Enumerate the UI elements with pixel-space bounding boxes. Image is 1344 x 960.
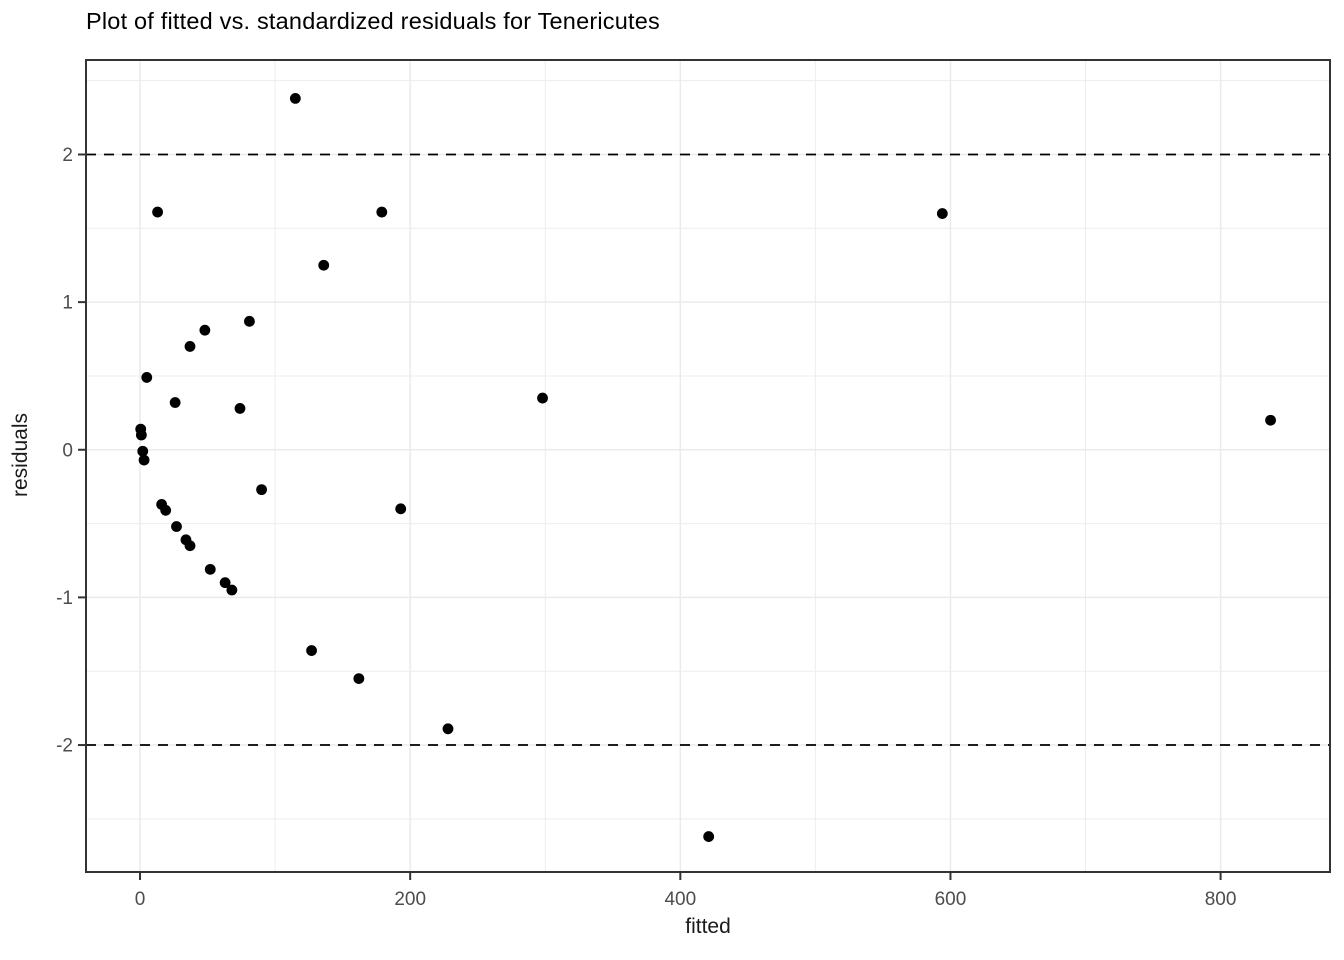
x-axis-tick-label: 400 — [664, 889, 696, 910]
data-point — [537, 392, 548, 404]
data-point — [376, 206, 388, 218]
y-axis-tick-label: -1 — [56, 588, 73, 609]
data-point — [160, 504, 172, 516]
x-axis-tick-label: 800 — [1205, 889, 1237, 910]
chart-title: Plot of fitted vs. standardized residual… — [86, 8, 660, 34]
panel-border — [85, 59, 1331, 873]
data-point — [244, 315, 255, 327]
data-point — [204, 563, 216, 575]
y-axis-tick-label: -2 — [56, 736, 73, 757]
data-point — [199, 324, 211, 336]
data-point — [141, 372, 153, 383]
data-point — [171, 521, 182, 532]
y-axis-title: residuals — [9, 412, 32, 498]
data-point — [169, 397, 181, 408]
data-point — [152, 206, 163, 218]
data-point — [226, 584, 238, 596]
x-axis-tick-label: 0 — [135, 889, 146, 910]
x-axis-title: fitted — [685, 915, 731, 938]
data-point — [234, 403, 246, 414]
data-point — [306, 645, 317, 656]
data-point — [137, 445, 149, 457]
y-axis-tick-label: 0 — [62, 440, 73, 461]
plot-panel — [86, 60, 1330, 872]
data-point — [442, 723, 454, 735]
data-point — [353, 673, 365, 684]
data-point — [1265, 414, 1276, 426]
data-point — [135, 429, 147, 441]
data-point — [936, 208, 948, 219]
data-point — [184, 341, 196, 352]
data-point — [256, 484, 267, 496]
data-point — [703, 831, 715, 842]
x-axis-tick-label: 200 — [394, 889, 426, 910]
x-axis-tick-label: 600 — [935, 889, 967, 910]
y-axis-tick-label: 2 — [62, 145, 73, 166]
data-point — [395, 503, 407, 515]
data-point — [184, 540, 196, 552]
data-point — [289, 92, 301, 104]
data-point — [219, 577, 231, 589]
data-point — [318, 259, 330, 271]
y-axis-tick-label: 1 — [62, 293, 73, 314]
data-point — [138, 454, 150, 466]
